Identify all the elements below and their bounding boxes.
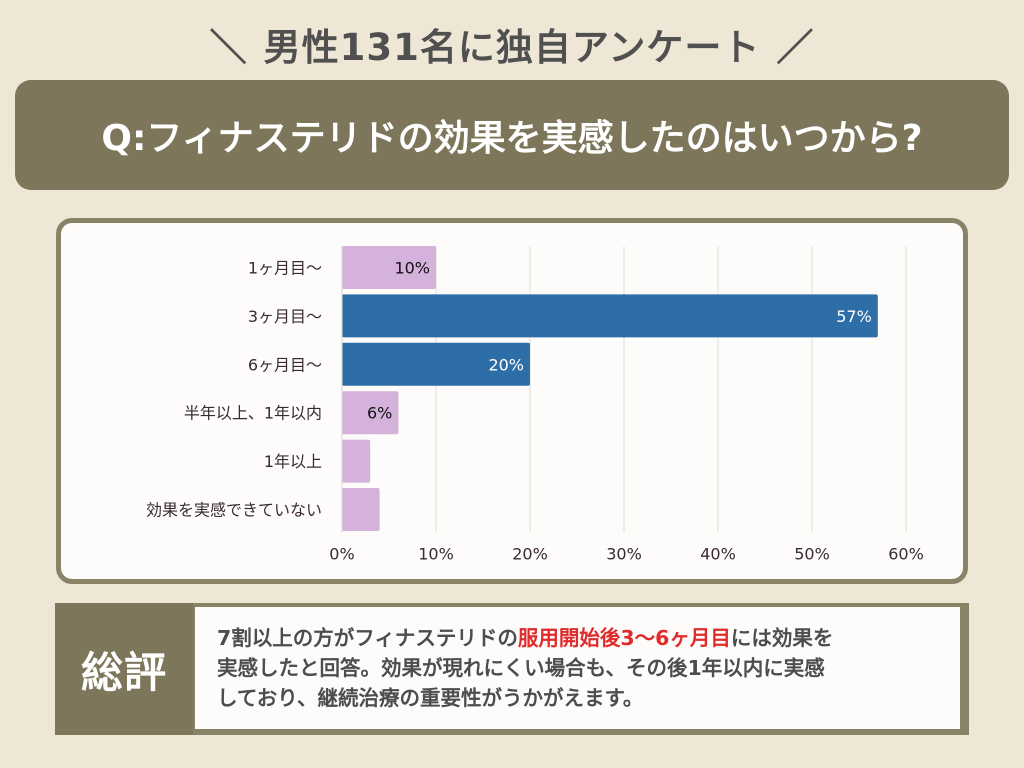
category-label: 1ヶ月目〜 — [248, 259, 322, 278]
bar — [342, 439, 371, 483]
category-label: 効果を実感できていない — [146, 501, 322, 520]
bar — [342, 294, 878, 338]
question-text: Q:フィナステリドの効果を実感したのはいつから? — [101, 118, 923, 159]
x-tick-label: 40% — [700, 544, 736, 563]
x-tick-label: 0% — [329, 544, 354, 563]
summary-line-2: 実感したと回答。効果が現れにくい場合も、その後1年以内に実感 — [217, 656, 825, 680]
bar — [342, 246, 436, 289]
summary-section: 総評 7割以上の方がフィナステリドの服用開始後3〜6ヶ月目には効果を 実感したと… — [55, 603, 969, 735]
summary-text-box: 7割以上の方がフィナステリドの服用開始後3〜6ヶ月目には効果を 実感したと回答。… — [195, 607, 960, 729]
data-label: 10% — [394, 259, 430, 278]
chart-card: 1ヶ月目〜 10% 3ヶ月目〜 57% 6ヶ月目〜 20% 半年以上、1年以内 6% 1年以上効… — [56, 218, 968, 584]
headline-text: 男性131名に独自アンケート — [263, 26, 761, 69]
x-tick-label: 50% — [794, 544, 830, 563]
right-slash-mark: ／ — [776, 26, 815, 69]
bar — [342, 342, 530, 386]
summary-label: 総評 — [55, 603, 193, 735]
survey-headline: ＼ 男性131名に独自アンケート ／ — [0, 16, 1024, 72]
summary-text-after: には効果を — [730, 626, 834, 650]
question-banner: Q:フィナステリドの効果を実感したのはいつから? — [15, 80, 1009, 190]
category-label: 1年以上 — [264, 452, 322, 471]
category-label: 半年以上、1年以内 — [184, 404, 322, 423]
data-label: 57% — [836, 307, 872, 326]
bar — [342, 488, 380, 531]
bar-chart: 1ヶ月目〜 10% 3ヶ月目〜 57% 6ヶ月目〜 20% 半年以上、1年以内 6% 1年以上効… — [146, 246, 924, 563]
category-label: 3ヶ月目〜 — [248, 307, 322, 326]
x-tick-label: 60% — [888, 544, 924, 563]
left-slash-mark: ＼ — [209, 26, 248, 69]
data-label: 6% — [367, 404, 392, 423]
summary-text-before: 7割以上の方がフィナステリドの — [217, 626, 518, 650]
category-label: 6ヶ月目〜 — [248, 355, 322, 374]
x-tick-label: 30% — [606, 544, 642, 563]
summary-line-3: しており、継続治療の重要性がうかがえます。 — [217, 686, 644, 710]
x-tick-label: 20% — [512, 544, 548, 563]
data-label: 20% — [488, 355, 524, 374]
summary-highlight: 服用開始後3〜6ヶ月目 — [517, 626, 731, 650]
summary-line-1: 7割以上の方がフィナステリドの服用開始後3〜6ヶ月目には効果を — [217, 623, 950, 653]
x-tick-label: 10% — [418, 544, 454, 563]
bar — [342, 391, 399, 435]
